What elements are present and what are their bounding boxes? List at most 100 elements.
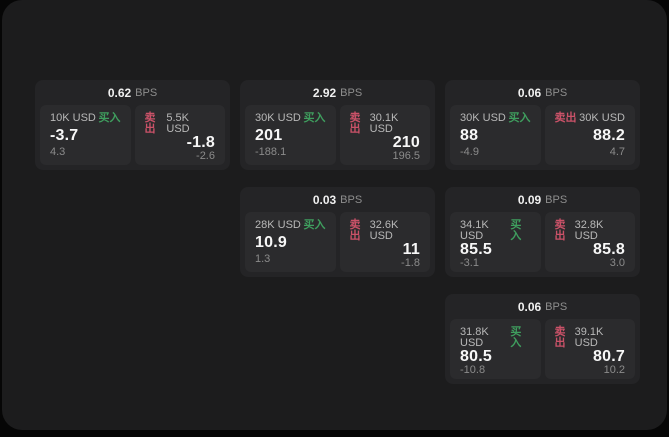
buy-side-label: 买入 <box>508 112 531 124</box>
buy-sub-value: 1.3 <box>255 253 271 265</box>
buy-panel[interactable]: 30K USD 买入 88 -4.9 <box>450 105 541 165</box>
sell-price: 85.8 <box>593 241 625 258</box>
sell-price: 88.2 <box>593 126 625 144</box>
sell-amount: 5.5K USD <box>166 112 190 135</box>
sell-sub-value: 3.0 <box>609 257 625 269</box>
buy-amount: 28K USD <box>255 219 301 231</box>
sell-sub-value: -1.8 <box>401 257 420 269</box>
buy-side-label: 买入 <box>303 219 326 231</box>
quote-card: 0.06 BPS 30K USD 买入 88 -4.9 卖出 30K USD <box>445 80 640 170</box>
sell-price: 80.7 <box>593 348 625 365</box>
app-surface: 0.62 BPS 10K USD 买入 -3.7 4.3 卖出 5.5K USD <box>2 0 667 430</box>
buy-amount: 34.1K USD <box>460 219 489 242</box>
sell-side-label: 卖出 <box>554 219 566 242</box>
sell-panel[interactable]: 卖出 32.8K USD 85.8 3.0 <box>544 212 635 272</box>
panels: 30K USD 买入 88 -4.9 卖出 30K USD 88.2 4.7 <box>450 105 635 165</box>
quote-card: 0.06 BPS 31.8K USD 买入 80.5 -10.8 卖出 39.1… <box>445 294 640 384</box>
buy-price: 10.9 <box>255 233 287 251</box>
buy-side-label: 买入 <box>510 326 522 349</box>
card-header: 2.92 BPS <box>245 80 430 105</box>
bps-value: 0.62 <box>107 85 132 100</box>
buy-price: 80.5 <box>460 348 492 365</box>
buy-top-row: 30K USD 买入 <box>460 113 531 124</box>
buy-top-row: 10K USD 买入 <box>50 113 121 124</box>
sell-top-row: 卖出 39.1K USD <box>555 327 626 349</box>
buy-amount: 30K USD <box>460 112 506 124</box>
sell-side-label: 卖出 <box>554 326 566 349</box>
buy-sub-value: -4.9 <box>460 146 479 158</box>
bps-unit: BPS <box>545 300 568 313</box>
sell-amount: 30K USD <box>579 112 625 124</box>
bps-unit: BPS <box>340 86 363 99</box>
sell-top-row: 卖出 30K USD <box>555 113 626 124</box>
bps-unit: BPS <box>135 86 158 99</box>
buy-top-row: 31.8K USD 买入 <box>460 327 531 349</box>
sell-panel[interactable]: 卖出 30.1K USD 210 196.5 <box>339 105 430 165</box>
buy-panel[interactable]: 30K USD 买入 201 -188.1 <box>245 105 336 165</box>
sell-sub-value: -2.6 <box>196 150 215 162</box>
buy-sub-value: -3.1 <box>460 257 479 269</box>
sell-panel[interactable]: 卖出 5.5K USD -1.8 -2.6 <box>134 105 225 165</box>
buy-price: 85.5 <box>460 241 492 258</box>
buy-sub-value: -188.1 <box>255 146 287 158</box>
panels: 34.1K USD 买入 85.5 -3.1 卖出 32.8K USD 85.8… <box>450 212 635 272</box>
sell-price: -1.8 <box>186 134 215 151</box>
buy-price: 88 <box>460 126 479 144</box>
quote-card: 0.62 BPS 10K USD 买入 -3.7 4.3 卖出 5.5K USD <box>35 80 230 170</box>
bps-value: 0.09 <box>517 192 542 207</box>
card-header: 0.62 BPS <box>40 80 225 105</box>
buy-price: 201 <box>255 126 283 144</box>
sell-amount: 39.1K USD <box>574 326 604 349</box>
bps-value: 2.92 <box>312 85 337 100</box>
panels: 28K USD 买入 10.9 1.3 卖出 32.6K USD 11 -1.8 <box>245 212 430 272</box>
bps-unit: BPS <box>545 86 568 99</box>
sell-panel[interactable]: 卖出 30K USD 88.2 4.7 <box>544 105 635 165</box>
sell-price: 210 <box>392 134 420 151</box>
quote-card: 0.03 BPS 28K USD 买入 10.9 1.3 卖出 32.6K US… <box>240 187 435 277</box>
buy-panel[interactable]: 34.1K USD 买入 85.5 -3.1 <box>450 212 541 272</box>
buy-top-row: 28K USD 买入 <box>255 220 326 231</box>
bps-value: 0.03 <box>312 192 337 207</box>
card-header: 0.06 BPS <box>450 294 635 319</box>
sell-panel[interactable]: 卖出 39.1K USD 80.7 10.2 <box>544 319 635 379</box>
buy-top-row: 34.1K USD 买入 <box>460 220 531 242</box>
panels: 30K USD 买入 201 -188.1 卖出 30.1K USD 210 1… <box>245 105 430 165</box>
buy-sub-value: -10.8 <box>460 364 486 376</box>
sell-top-row: 卖出 5.5K USD <box>145 113 216 135</box>
bps-unit: BPS <box>545 193 568 206</box>
card-header: 0.09 BPS <box>450 187 635 212</box>
buy-panel[interactable]: 10K USD 买入 -3.7 4.3 <box>40 105 131 165</box>
buy-side-label: 买入 <box>510 219 522 242</box>
buy-side-label: 买入 <box>303 112 326 124</box>
sell-sub-value: 196.5 <box>392 150 420 162</box>
buy-side-label: 买入 <box>98 112 121 124</box>
card-header: 0.06 BPS <box>450 80 635 105</box>
panels: 10K USD 买入 -3.7 4.3 卖出 5.5K USD -1.8 -2.… <box>40 105 225 165</box>
buy-sub-value: 4.3 <box>50 146 66 158</box>
buy-amount: 30K USD <box>255 112 301 124</box>
buy-amount: 31.8K USD <box>460 326 489 349</box>
sell-amount: 30.1K USD <box>369 112 399 135</box>
buy-panel[interactable]: 31.8K USD 买入 80.5 -10.8 <box>450 319 541 379</box>
buy-amount: 10K USD <box>50 112 96 124</box>
sell-price: 11 <box>402 241 420 258</box>
sell-side-label: 卖出 <box>349 112 361 135</box>
sell-top-row: 卖出 30.1K USD <box>350 113 421 135</box>
bps-unit: BPS <box>340 193 363 206</box>
buy-panel[interactable]: 28K USD 买入 10.9 1.3 <box>245 212 336 272</box>
sell-panel[interactable]: 卖出 32.6K USD 11 -1.8 <box>339 212 430 272</box>
sell-side-label: 卖出 <box>144 112 156 135</box>
sell-side-label: 卖出 <box>554 112 577 124</box>
quote-card-grid: 0.62 BPS 10K USD 买入 -3.7 4.3 卖出 5.5K USD <box>35 80 640 384</box>
panels: 31.8K USD 买入 80.5 -10.8 卖出 39.1K USD 80.… <box>450 319 635 379</box>
quote-card: 0.09 BPS 34.1K USD 买入 85.5 -3.1 卖出 32.8K… <box>445 187 640 277</box>
card-header: 0.03 BPS <box>245 187 430 212</box>
sell-amount: 32.8K USD <box>574 219 604 242</box>
sell-sub-value: 4.7 <box>609 146 625 158</box>
sell-side-label: 卖出 <box>349 219 361 242</box>
buy-price: -3.7 <box>50 126 79 144</box>
buy-top-row: 30K USD 买入 <box>255 113 326 124</box>
bps-value: 0.06 <box>517 85 542 100</box>
sell-top-row: 卖出 32.8K USD <box>555 220 626 242</box>
sell-top-row: 卖出 32.6K USD <box>350 220 421 242</box>
